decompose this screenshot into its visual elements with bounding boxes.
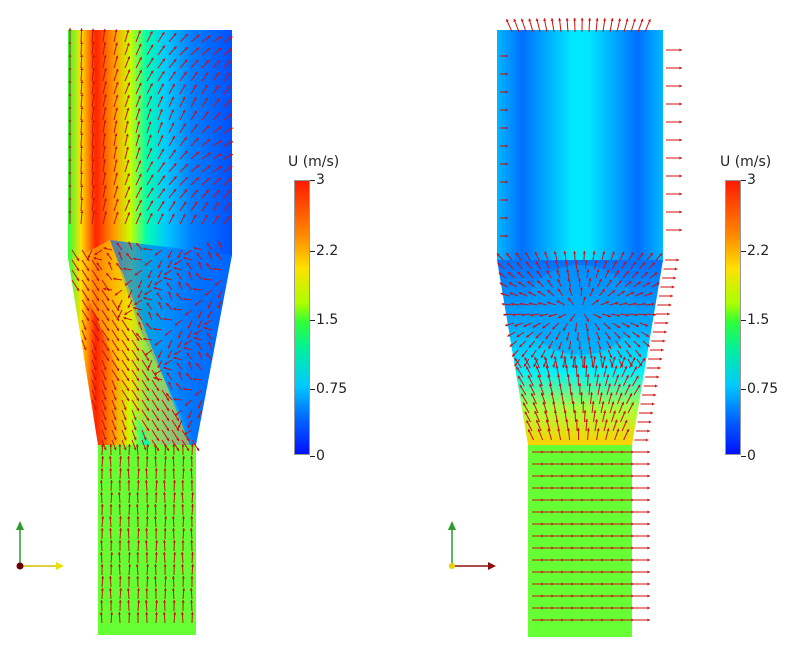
left-colorbar-tick: 3	[310, 172, 325, 188]
right-colorbar-tick: 0	[741, 448, 756, 464]
right-velocity-arrows	[496, 17, 682, 622]
right-colorbar-tick: 0.75	[740, 381, 779, 397]
right-velocity-plot	[496, 17, 682, 637]
right-colorbar-gradient	[725, 180, 741, 455]
right-colorbar-tick: 3	[741, 172, 756, 188]
right-lower-pipe	[528, 445, 632, 637]
right-colorbar-tick: 1.5	[740, 312, 770, 328]
right-colorbar-tick: 2.2	[740, 243, 770, 259]
left-colorbar-tick: 0.75	[309, 381, 348, 397]
axes-triad-icon	[16, 521, 64, 570]
left-colorbar-tick: 1.5	[309, 312, 339, 328]
left-colorbar-tick: 2.2	[309, 243, 339, 259]
left-colorbar-tick: 0	[310, 448, 325, 464]
right-colorbar-title: U (m/s)	[720, 154, 772, 170]
right-upper-chamber	[497, 30, 663, 260]
left-velocity-plot	[68, 28, 234, 635]
left-colorbar-title: U (m/s)	[288, 154, 340, 170]
left-velocity-arrows	[68, 28, 234, 624]
left-diagonal-jet	[72, 240, 190, 445]
right-recirculation-zone	[525, 265, 635, 355]
axes-triad-icon	[448, 521, 496, 570]
left-colorbar-gradient	[294, 180, 310, 455]
